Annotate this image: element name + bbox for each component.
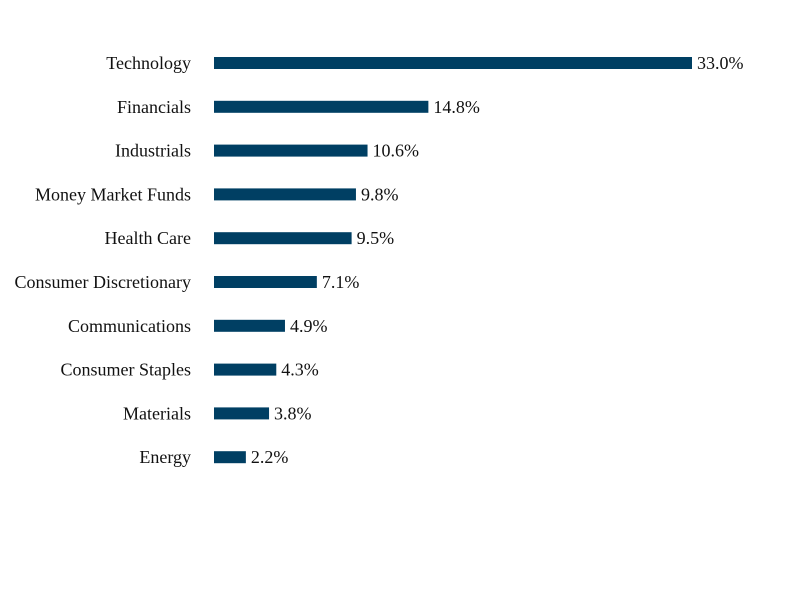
category-label-energy: Energy bbox=[139, 447, 191, 467]
value-label-technology: 33.0% bbox=[697, 53, 744, 73]
value-label-financials: 14.8% bbox=[433, 97, 480, 117]
category-label-communications: Communications bbox=[68, 316, 191, 336]
bar-money-market-funds bbox=[214, 188, 356, 201]
value-label-industrials: 10.6% bbox=[373, 141, 420, 161]
value-label-materials: 3.8% bbox=[274, 403, 312, 423]
bar-industrials bbox=[214, 144, 368, 157]
bar-communications bbox=[214, 319, 285, 332]
value-label-consumer-staples: 4.3% bbox=[281, 360, 319, 380]
value-label-consumer-discretionary: 7.1% bbox=[322, 272, 360, 292]
bar-financials bbox=[214, 100, 429, 113]
bar-technology bbox=[214, 57, 692, 69]
category-label-consumer-discretionary: Consumer Discretionary bbox=[15, 272, 191, 292]
value-label-communications: 4.9% bbox=[290, 316, 328, 336]
bar-health-care bbox=[214, 232, 352, 245]
category-label-financials: Financials bbox=[117, 97, 191, 117]
category-label-money-market-funds: Money Market Funds bbox=[35, 184, 191, 204]
value-label-health-care: 9.5% bbox=[357, 228, 395, 248]
category-labels-group: Technology Financials Industrials Money Mar… bbox=[15, 53, 191, 467]
bar-energy bbox=[214, 451, 246, 464]
value-label-money-market-funds: 9.8% bbox=[361, 184, 399, 204]
bar-consumer-discretionary bbox=[214, 276, 317, 288]
value-label-energy: 2.2% bbox=[251, 447, 289, 467]
category-label-industrials: Industrials bbox=[115, 141, 191, 161]
category-label-technology: Technology bbox=[106, 53, 191, 73]
category-label-materials: Materials bbox=[123, 403, 191, 423]
bar-materials bbox=[214, 407, 270, 420]
value-labels-group: 33.0% 14.8% 10.6% 9.8% 9.5% 7.1% 4.9% 4.3% 3.8% 2… bbox=[251, 53, 744, 467]
bars-group bbox=[214, 57, 692, 464]
category-label-consumer-staples: Consumer Staples bbox=[61, 360, 192, 380]
bar-consumer-staples bbox=[214, 363, 277, 376]
category-label-health-care: Health Care bbox=[105, 228, 191, 248]
